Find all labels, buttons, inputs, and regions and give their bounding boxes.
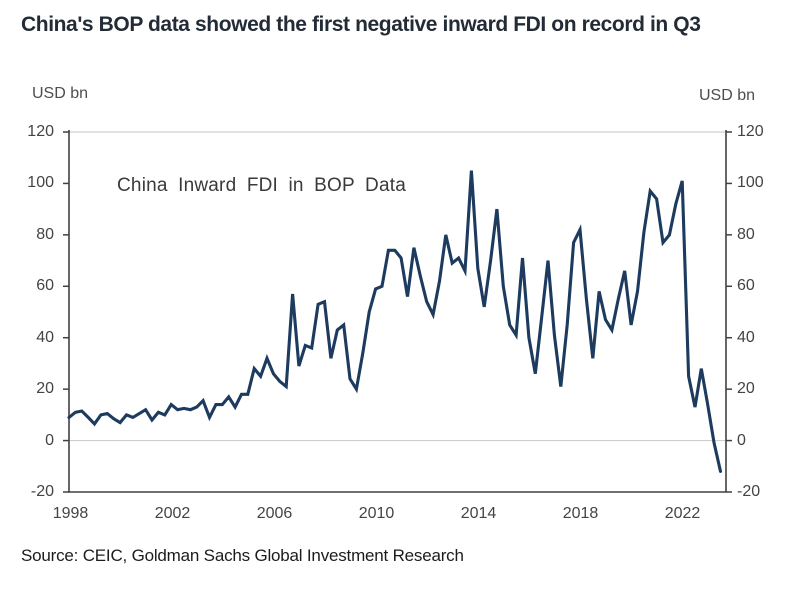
y-tick-label-left: 60 — [36, 277, 54, 295]
chart-title: China's BOP data showed the first negati… — [21, 13, 701, 36]
y-tick-label-right: 60 — [737, 277, 755, 295]
x-tick-label: 2018 — [562, 505, 599, 522]
y-tick-label-left: -20 — [30, 483, 54, 500]
y-tick-label-left: 100 — [27, 174, 54, 192]
x-tick-label: 2002 — [154, 505, 191, 522]
y-tick-label-left: 80 — [36, 225, 54, 243]
axis-frame — [68, 130, 727, 493]
y-tick-label-right: 0 — [737, 431, 746, 449]
y-tick-label-right: -20 — [737, 483, 761, 500]
y-axis-unit-right: USD bn — [699, 87, 756, 104]
x-tick-label: 1998 — [52, 505, 89, 522]
y-tick-label-left: 20 — [36, 380, 54, 398]
y-tick-label-right: 100 — [737, 174, 764, 192]
y-tick-label-left: 40 — [36, 328, 54, 346]
x-tick-label: 2010 — [358, 505, 395, 522]
y-axis-unit-left: USD bn — [32, 85, 89, 102]
x-tick-label: 2006 — [256, 505, 293, 522]
source-note: Source: CEIC, Goldman Sachs Global Inves… — [21, 546, 464, 565]
y-tick-label-right: 80 — [737, 225, 755, 243]
series-label: China Inward FDI in BOP Data — [117, 175, 406, 196]
y-tick-label-right: 20 — [737, 380, 755, 398]
y-tick-label-left: 120 — [27, 123, 54, 140]
x-tick-label: 2014 — [460, 505, 497, 522]
fdi-line-series — [67, 170, 723, 473]
x-tick-label: 2022 — [664, 505, 701, 522]
y-tick-label-right: 120 — [737, 123, 764, 140]
y-tick-label-left: 0 — [45, 431, 54, 449]
y-tick-label-right: 40 — [737, 328, 755, 346]
